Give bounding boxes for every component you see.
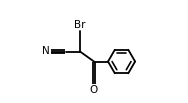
Text: N: N: [42, 46, 49, 57]
Text: Br: Br: [74, 20, 86, 30]
Text: O: O: [90, 85, 98, 95]
